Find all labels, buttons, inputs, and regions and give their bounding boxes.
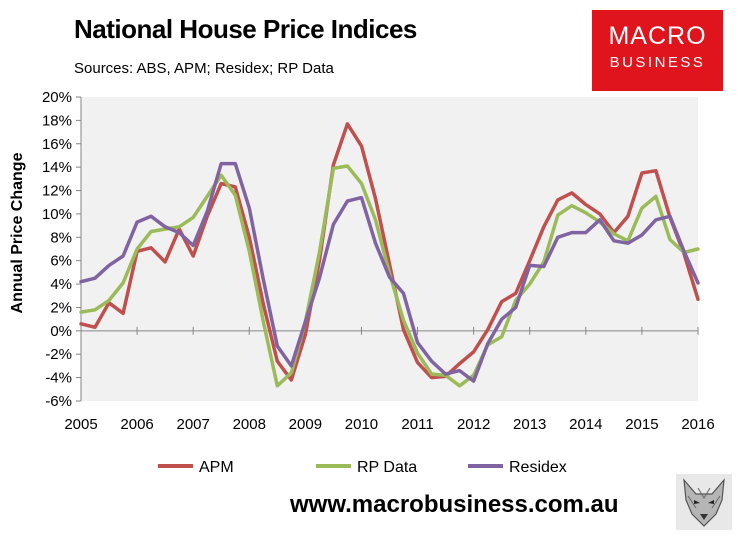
- website-url[interactable]: www.macrobusiness.com.au: [290, 491, 619, 518]
- y-tick-label: 14%: [42, 159, 72, 176]
- x-tick-label: 2014: [569, 416, 602, 433]
- chart-axes: 20% 18% 16% 14% 12% 10% 8% 6% 4% 2% 0% -2% -4% -6% 200…: [42, 89, 715, 433]
- x-tick-label: 2016: [681, 416, 714, 433]
- chart-sources: Sources: ABS, APM; Residex; RP Data: [74, 60, 334, 77]
- wolf-logo-icon: [676, 474, 732, 530]
- x-tick-label: 2006: [120, 416, 153, 433]
- y-tick-label: 6%: [50, 253, 72, 270]
- y-tick-label: 8%: [50, 229, 72, 246]
- series-line-residex: [79, 161, 700, 383]
- logo-line-2: BUSINESS: [609, 54, 706, 71]
- legend-label-apm: APM: [199, 459, 234, 476]
- y-tick-label: -4%: [45, 370, 72, 387]
- macrobusiness-logo: MACRO BUSINESS: [592, 10, 723, 91]
- y-tick-label: 2%: [50, 299, 72, 316]
- y-tick-label: -2%: [45, 346, 72, 363]
- legend-label-residex: Residex: [509, 459, 567, 476]
- x-tick-label: 2008: [233, 416, 266, 433]
- y-tick-label: 0%: [50, 323, 72, 340]
- chart-title: National House Price Indices: [74, 14, 417, 44]
- legend-label-rp-data: RP Data: [357, 459, 417, 476]
- y-axis-label: Annual Price Change: [9, 152, 26, 313]
- x-tick-label: 2015: [625, 416, 658, 433]
- y-tick-label: 12%: [42, 183, 72, 200]
- chart-legend: APM RP Data Residex: [158, 459, 567, 476]
- x-tick-label: 2011: [401, 416, 433, 433]
- x-tick-label: 2010: [345, 416, 378, 433]
- y-tick-label: 10%: [42, 206, 72, 223]
- x-tick-label: 2009: [289, 416, 322, 433]
- plot-area: [81, 97, 698, 401]
- x-tick-label: 2005: [64, 416, 97, 433]
- y-tick-label: 16%: [42, 136, 72, 153]
- logo-line-1: MACRO: [608, 22, 707, 50]
- series-layer: [79, 122, 700, 388]
- x-tick-label: 2007: [176, 416, 209, 433]
- y-tick-label: 4%: [50, 276, 72, 293]
- x-tick-label: 2013: [513, 416, 546, 433]
- y-tick-label: 18%: [42, 112, 72, 129]
- y-tick-label: 20%: [42, 89, 72, 106]
- y-tick-label: -6%: [45, 393, 72, 410]
- x-tick-label: 2012: [457, 416, 490, 433]
